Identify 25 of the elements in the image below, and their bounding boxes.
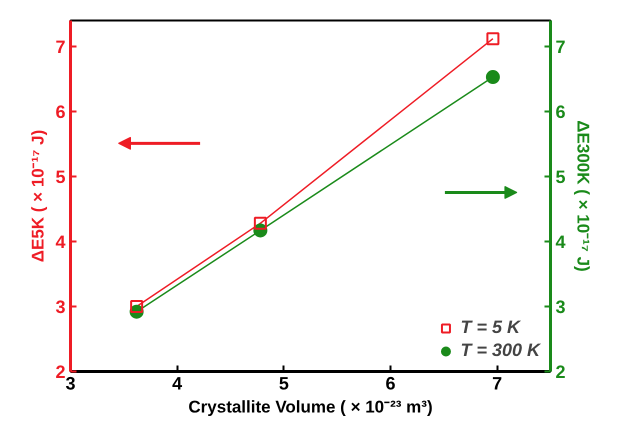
y2-tick-label: 2 bbox=[556, 362, 566, 382]
x-axis-title: Crystallite Volume ( × 10⁻²³ m³) bbox=[188, 398, 433, 416]
y2-tick-label: 5 bbox=[556, 167, 566, 187]
legend-label: T = 5 K bbox=[460, 317, 520, 338]
legend-label: T = 300 K bbox=[460, 340, 540, 361]
point bbox=[254, 216, 267, 230]
y-tick-label: 7 bbox=[55, 37, 66, 57]
y-axis-title: ΔE5K ( × 10⁻¹⁷ J) bbox=[28, 130, 48, 262]
x-tick-label: 4 bbox=[172, 374, 182, 394]
y-tick-label: 6 bbox=[55, 102, 66, 122]
y2-tick-label: 3 bbox=[556, 297, 566, 317]
y-tick-label: 4 bbox=[55, 232, 66, 252]
point bbox=[486, 70, 500, 84]
y-tick-label: 5 bbox=[55, 167, 66, 187]
x-tick-label: 7 bbox=[492, 374, 502, 394]
y2-tick-label: 4 bbox=[556, 232, 566, 252]
y-tick-label: 3 bbox=[55, 297, 66, 317]
y2-tick-label: 7 bbox=[556, 37, 566, 57]
x-tick-label: 6 bbox=[385, 374, 396, 394]
x-tick-label: 5 bbox=[278, 374, 289, 394]
y2-tick-label: 6 bbox=[556, 102, 566, 122]
y-tick-label: 2 bbox=[55, 362, 66, 382]
point bbox=[486, 32, 500, 46]
y2-axis-title: ΔE300K ( × 10⁻¹⁷ J) bbox=[574, 120, 593, 272]
point bbox=[130, 300, 144, 313]
